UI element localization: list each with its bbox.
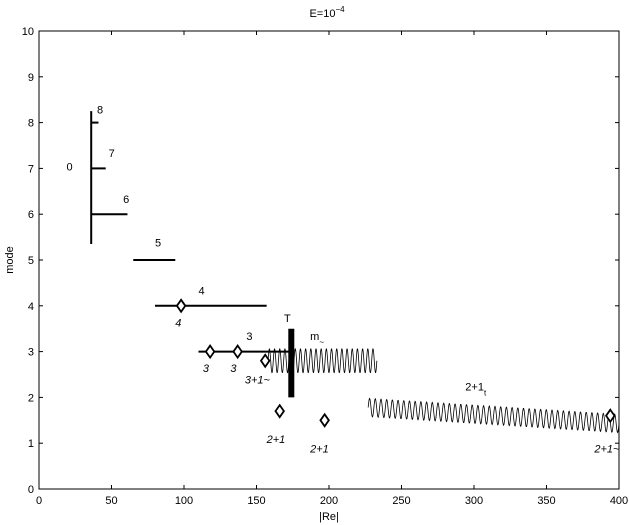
x-tick-label: 0	[36, 495, 42, 507]
annotation-label: 2+1	[309, 443, 329, 455]
annotation-label: 3	[246, 331, 252, 343]
x-tick-label: 150	[247, 495, 265, 507]
diamond-point	[274, 403, 285, 419]
annotation-label: 4	[199, 285, 205, 297]
annotation-label: 7	[109, 148, 115, 160]
y-tick-label: 1	[28, 438, 34, 450]
x-tick-label: 100	[175, 495, 193, 507]
annotation-label: 8	[97, 104, 103, 116]
annotation-label: 3	[230, 363, 237, 375]
y-tick-label: 7	[28, 163, 34, 175]
y-tick-label: 9	[28, 72, 34, 84]
chart-annotations: 8 7 0 6 5 4 4 3 Tm~ 3 3 3+1~ 2+1 2+1 2+1t 2+1~	[67, 104, 620, 455]
diamond-point	[204, 344, 216, 360]
x-tick-label: 300	[465, 495, 483, 507]
annotation-label: 3+1~	[245, 375, 271, 387]
annotation-label: 0	[67, 162, 73, 174]
y-tick-label: 4	[28, 301, 34, 313]
x-tick-label: 400	[610, 495, 628, 507]
x-tick-label: 50	[105, 495, 117, 507]
annotation-label: T	[284, 313, 291, 325]
y-tick-label: 2	[28, 392, 34, 404]
x-tick-label: 350	[537, 495, 555, 507]
annotation-label: 2+1	[266, 434, 286, 446]
y-tick-label: 0	[28, 484, 34, 496]
chart-title: E=10−4	[309, 5, 345, 20]
diamond-point	[175, 298, 187, 314]
annotation-label: 2+1~	[593, 443, 620, 455]
annotation-label: 6	[123, 194, 129, 206]
y-tick-label: 8	[28, 118, 34, 130]
diamond-point	[259, 353, 271, 369]
chart-title-superscript: −4	[335, 5, 345, 14]
y-tick-label: 10	[22, 26, 34, 38]
y-tick-label: 3	[28, 347, 34, 359]
annotation-label: 5	[155, 237, 161, 249]
diamond-point	[232, 344, 243, 360]
annotation-label: 2+1t	[465, 382, 487, 398]
x-tick-label: 250	[392, 495, 410, 507]
annotation-label: m~	[310, 331, 324, 347]
wave-line	[367, 397, 620, 434]
y-axis-title: mode	[4, 246, 16, 274]
y-tick-label: 5	[28, 255, 34, 267]
annotation-label: 3	[203, 363, 210, 375]
chart-marks	[90, 111, 620, 434]
x-tick-label: 200	[320, 495, 338, 507]
diamond-point	[605, 408, 616, 424]
x-axis-title: |Re|	[319, 511, 339, 523]
y-tick-label: 6	[28, 209, 34, 221]
annotation-label: 4	[175, 317, 181, 329]
wave-line	[267, 348, 378, 374]
diamond-point	[319, 412, 330, 428]
